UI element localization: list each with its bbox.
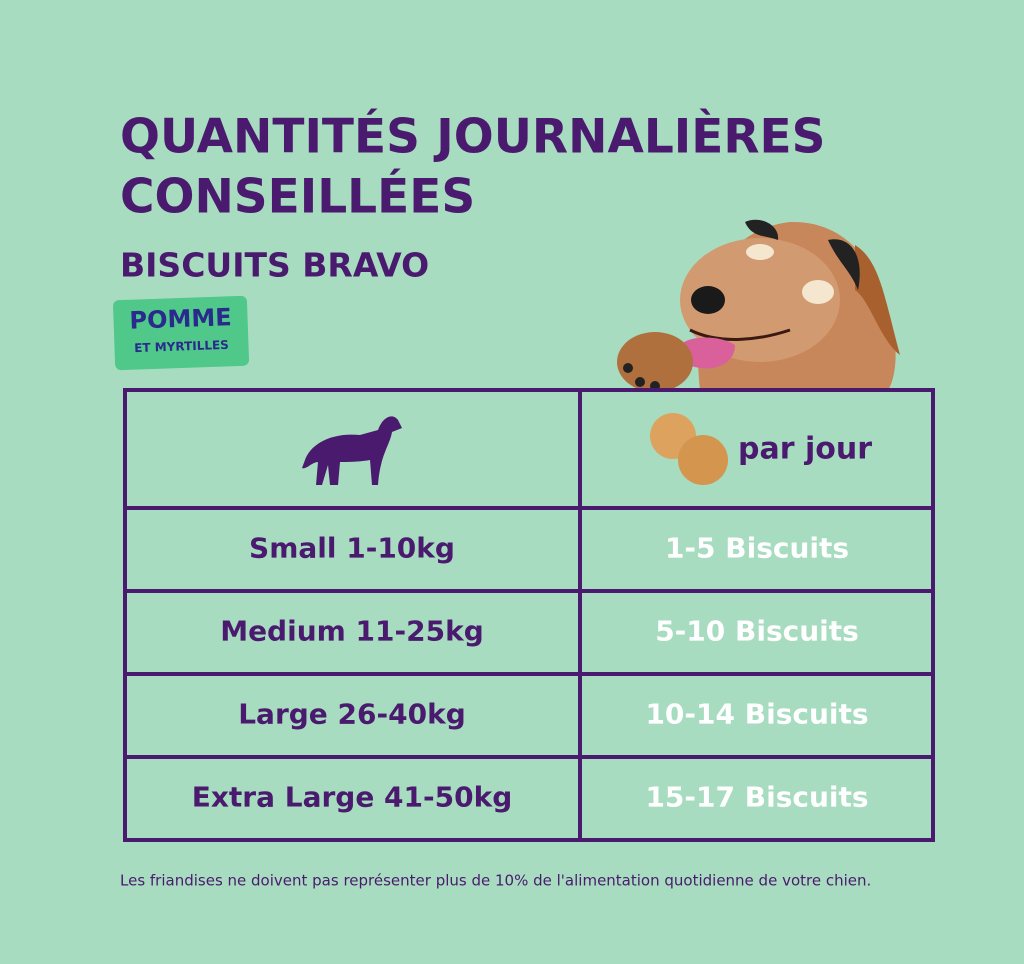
badge-bg: [113, 295, 250, 371]
title-line: CONSEILLÉES: [120, 170, 475, 225]
title-line: QUANTITÉS JOURNALIÈRES: [120, 110, 826, 165]
weight-class: Small 1-10kg: [249, 532, 455, 565]
dog-icon: [302, 416, 402, 485]
column-header: par jour: [738, 432, 872, 467]
subtitle: BISCUITS BRAVO: [120, 246, 429, 285]
table-border: [123, 388, 935, 842]
biscuit-icon: [678, 435, 728, 485]
weight-class: Extra Large 41-50kg: [192, 781, 513, 814]
dog-illustration: [617, 219, 900, 392]
badge-line1: POMME: [129, 303, 232, 335]
biscuit-amount: 1-5 Biscuits: [665, 532, 849, 565]
biscuit-amount: 5-10 Biscuits: [655, 615, 859, 648]
footnote: Les friandises ne doivent pas représente…: [120, 872, 871, 890]
badge-line2: ET MYRTILLES: [134, 338, 229, 355]
weight-class: Large 26-40kg: [238, 698, 466, 731]
table: par jour Small 1-10kg 1-5 Biscuits Medium …: [123, 388, 935, 842]
biscuit-amount: 15-17 Biscuits: [645, 781, 868, 814]
weight-class: Medium 11-25kg: [220, 615, 484, 648]
biscuit-amount: 10-14 Biscuits: [645, 698, 868, 731]
badge: POMME ET MYRTILLES: [113, 295, 250, 371]
